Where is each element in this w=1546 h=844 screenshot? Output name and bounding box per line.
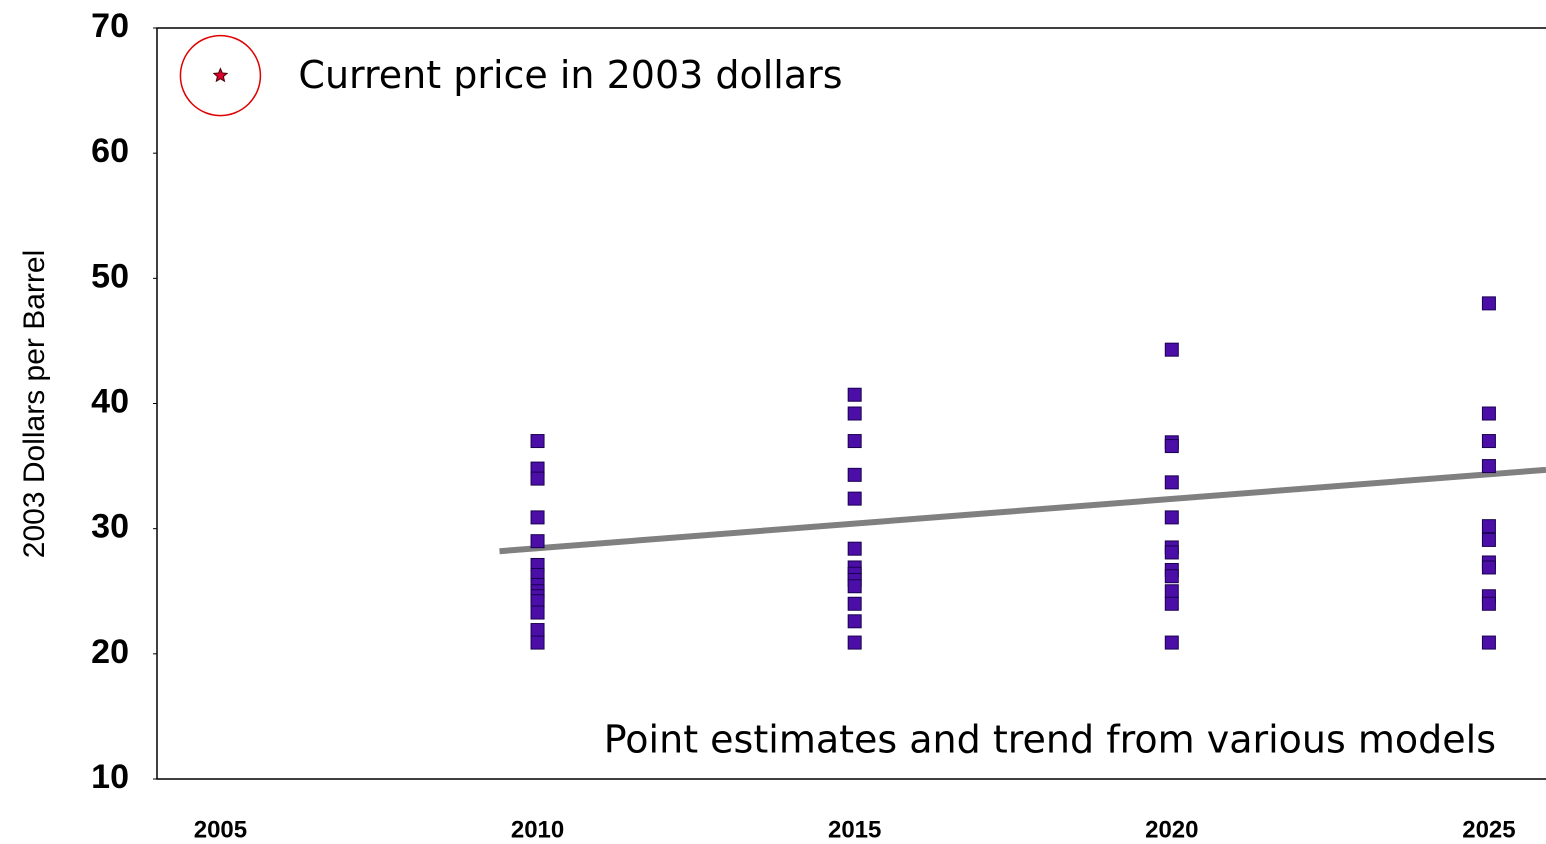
point (847, 541, 862, 556)
point (1481, 296, 1496, 311)
point (1481, 635, 1496, 650)
point (847, 579, 862, 594)
y-tick-label: 10 (91, 758, 129, 796)
point (530, 534, 545, 549)
x-tick-label: 2015 (828, 816, 881, 843)
x-tick-label: 2005 (194, 816, 247, 843)
point (847, 491, 862, 506)
point (847, 635, 862, 650)
point (1481, 519, 1496, 534)
point (1164, 584, 1179, 599)
point (1164, 439, 1179, 454)
point (847, 406, 862, 421)
point (530, 623, 545, 638)
point (530, 434, 545, 449)
y-axis-label: 2003 Dollars per Barrel (18, 250, 51, 558)
point (847, 614, 862, 629)
point (1481, 532, 1496, 547)
point (1164, 569, 1179, 584)
y-tick-label: 50 (91, 257, 129, 295)
x-tick-label: 2025 (1462, 816, 1515, 843)
point (1481, 459, 1496, 474)
point (847, 467, 862, 482)
point (1164, 510, 1179, 525)
x-tick-label: 2020 (1145, 816, 1198, 843)
point (530, 510, 545, 525)
point (530, 605, 545, 620)
point (1481, 596, 1496, 611)
y-tick-label: 70 (91, 7, 129, 45)
point (1481, 434, 1496, 449)
point (1481, 560, 1496, 575)
point (212, 67, 229, 83)
point (847, 596, 862, 611)
point (1164, 635, 1179, 650)
annotation: Point estimates and trend from various m… (604, 718, 1496, 762)
point (1164, 596, 1179, 611)
point (1164, 475, 1179, 490)
point (530, 635, 545, 650)
legend-label: Current price in 2003 dollars (298, 53, 842, 97)
point (847, 434, 862, 449)
y-tick-label: 20 (91, 633, 129, 671)
trend-line (499, 466, 1546, 555)
point (1164, 545, 1179, 560)
x-tick-label: 2010 (511, 816, 564, 843)
highlight-circle (179, 34, 262, 117)
point (847, 387, 862, 402)
y-tick-label: 40 (91, 382, 129, 420)
point (1164, 342, 1179, 357)
y-tick-label: 60 (91, 132, 129, 170)
point (1481, 406, 1496, 421)
y-tick-label: 30 (91, 508, 129, 546)
plot-frame (156, 27, 1546, 780)
point (530, 471, 545, 486)
